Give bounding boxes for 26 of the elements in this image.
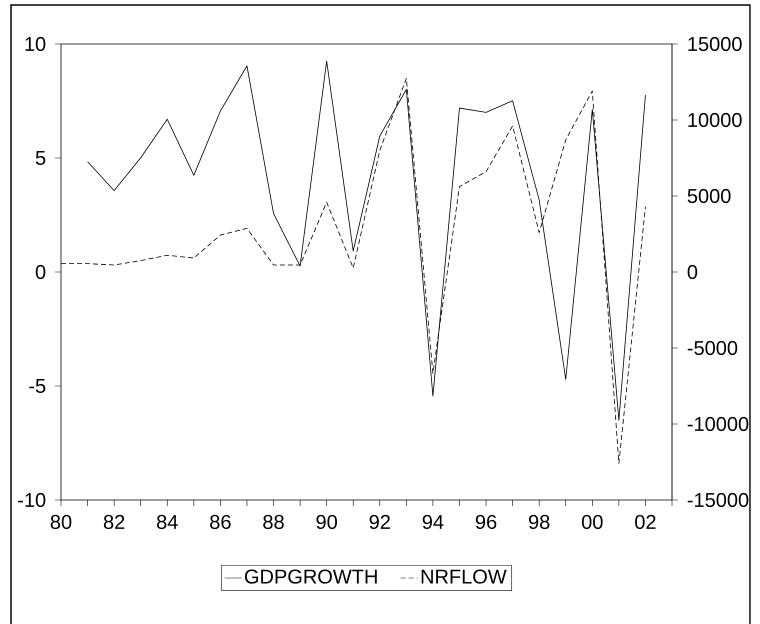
y-tick-label: 10 [25, 36, 46, 52]
x-tick-label: 02 [635, 514, 656, 530]
y2-tick-label: 0 [688, 264, 698, 280]
x-tick-label: 88 [263, 514, 284, 530]
y2-tick-label: -5000 [688, 340, 738, 356]
x-tick-label: 86 [210, 514, 231, 530]
y-tick-label: 5 [36, 151, 46, 165]
y2-tick-label: 10000 [688, 112, 742, 128]
y-tick-label: -5 [29, 379, 46, 393]
x-tick-label: 84 [157, 514, 178, 530]
y2-tick-label: -15000 [688, 492, 748, 508]
y2-tick-label: 5000 [688, 188, 731, 204]
x-tick-label: 96 [476, 514, 496, 530]
legend-label: GDPGROWTH [244, 570, 377, 584]
y2-tick-label: -10000 [688, 416, 748, 432]
x-tick-label: 90 [316, 514, 337, 530]
y-tick-label: 0 [36, 264, 46, 280]
x-tick-label: 00 [582, 514, 603, 530]
x-tick-label: 94 [422, 514, 444, 530]
y-tick-label: -10 [18, 492, 46, 508]
y2-tick-label: 15000 [688, 36, 742, 52]
x-tick-label: 80 [50, 514, 72, 530]
legend-label: NRFLOW [422, 570, 507, 584]
x-tick-label: 98 [528, 514, 550, 530]
x-tick-label: 82 [104, 514, 124, 530]
x-tick-label: 92 [370, 514, 390, 530]
